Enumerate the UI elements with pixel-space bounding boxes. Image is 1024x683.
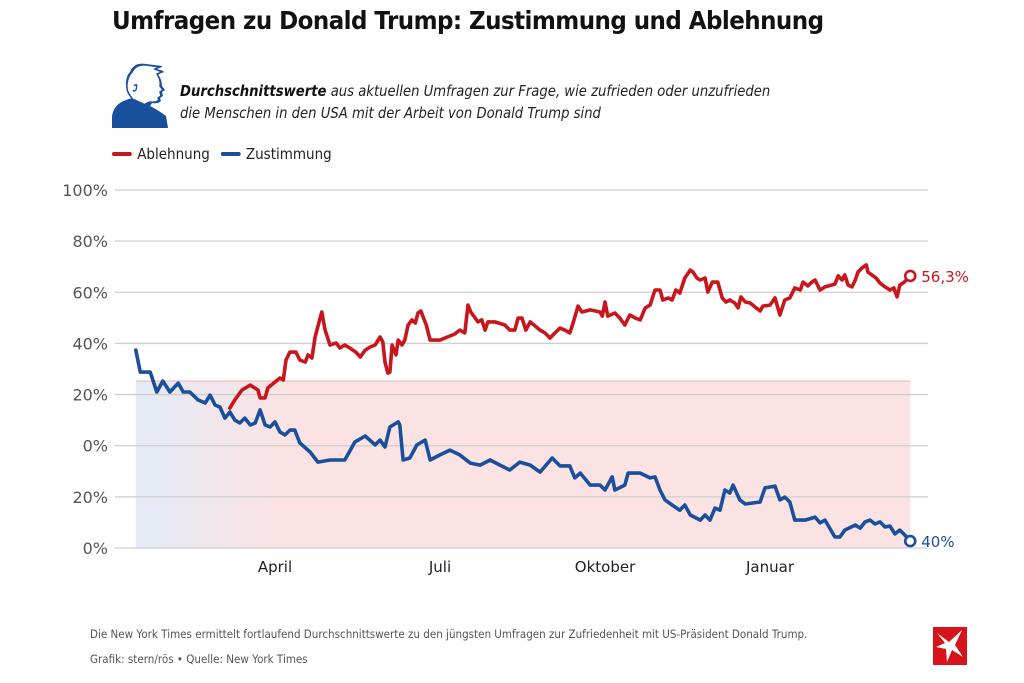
legend: Ablehnung Zustimmung — [112, 145, 343, 163]
legend-swatch-blue — [220, 152, 241, 156]
source-credit: Grafik: stern/rös • Quelle: New York Tim… — [90, 652, 308, 666]
y-axis-ticks: 100% 80% 60% 40% 20% 0% 20% 0% — [62, 181, 108, 558]
y-tick-label: 0% — [83, 539, 108, 558]
chart-title: Umfragen zu Donald Trump: Zustimmung und… — [112, 6, 824, 35]
series-line-ablehnung — [228, 263, 913, 410]
end-marker-zustimmung — [903, 534, 917, 548]
subtitle-emphasis: Durchschnittswerte — [180, 82, 327, 100]
legend-label: Ablehnung — [137, 145, 210, 163]
shaded-band-fade — [135, 381, 276, 548]
legend-item-zustimmung: Zustimmung — [220, 145, 332, 163]
x-axis-ticks: April Juli Oktober Januar — [258, 558, 795, 576]
end-marker-ablehnung — [903, 269, 917, 283]
end-markers: 56,3% 40% — [903, 268, 969, 551]
legend-swatch-red — [112, 152, 132, 156]
end-label-ablehnung: 56,3% — [921, 268, 969, 286]
y-tick-label: 60% — [72, 283, 108, 302]
end-label-zustimmung: 40% — [921, 533, 954, 551]
series-lines — [134, 263, 913, 543]
trump-profile-icon — [112, 63, 168, 128]
x-tick-label: April — [258, 558, 292, 576]
subtitle-line-2: die Menschen in den USA mit der Arbeit v… — [180, 104, 601, 122]
footnote: Die New York Times ermittelt fortlaufend… — [90, 627, 808, 641]
subtitle-line-1: aus aktuellen Umfragen zur Frage, wie zu… — [326, 82, 771, 100]
y-tick-label: 100% — [62, 181, 108, 200]
y-tick-label: 40% — [72, 334, 108, 353]
chart-subtitle: Durchschnittswerte aus aktuellen Umfrage… — [180, 80, 770, 124]
y-tick-label: 0% — [83, 437, 108, 456]
y-tick-label: 80% — [72, 232, 108, 251]
y-tick-label: 20% — [72, 488, 108, 507]
stern-logo-icon — [933, 627, 967, 665]
gridlines — [115, 189, 928, 549]
legend-label: Zustimmung — [245, 145, 332, 163]
x-tick-label: Januar — [745, 558, 795, 576]
shaded-band-group — [135, 380, 911, 548]
series-line-zustimmung — [134, 348, 913, 543]
legend-item-ablehnung: Ablehnung — [112, 145, 210, 163]
x-tick-label: Oktober — [575, 558, 636, 576]
y-tick-label: 20% — [72, 386, 108, 405]
x-tick-label: Juli — [428, 558, 451, 576]
